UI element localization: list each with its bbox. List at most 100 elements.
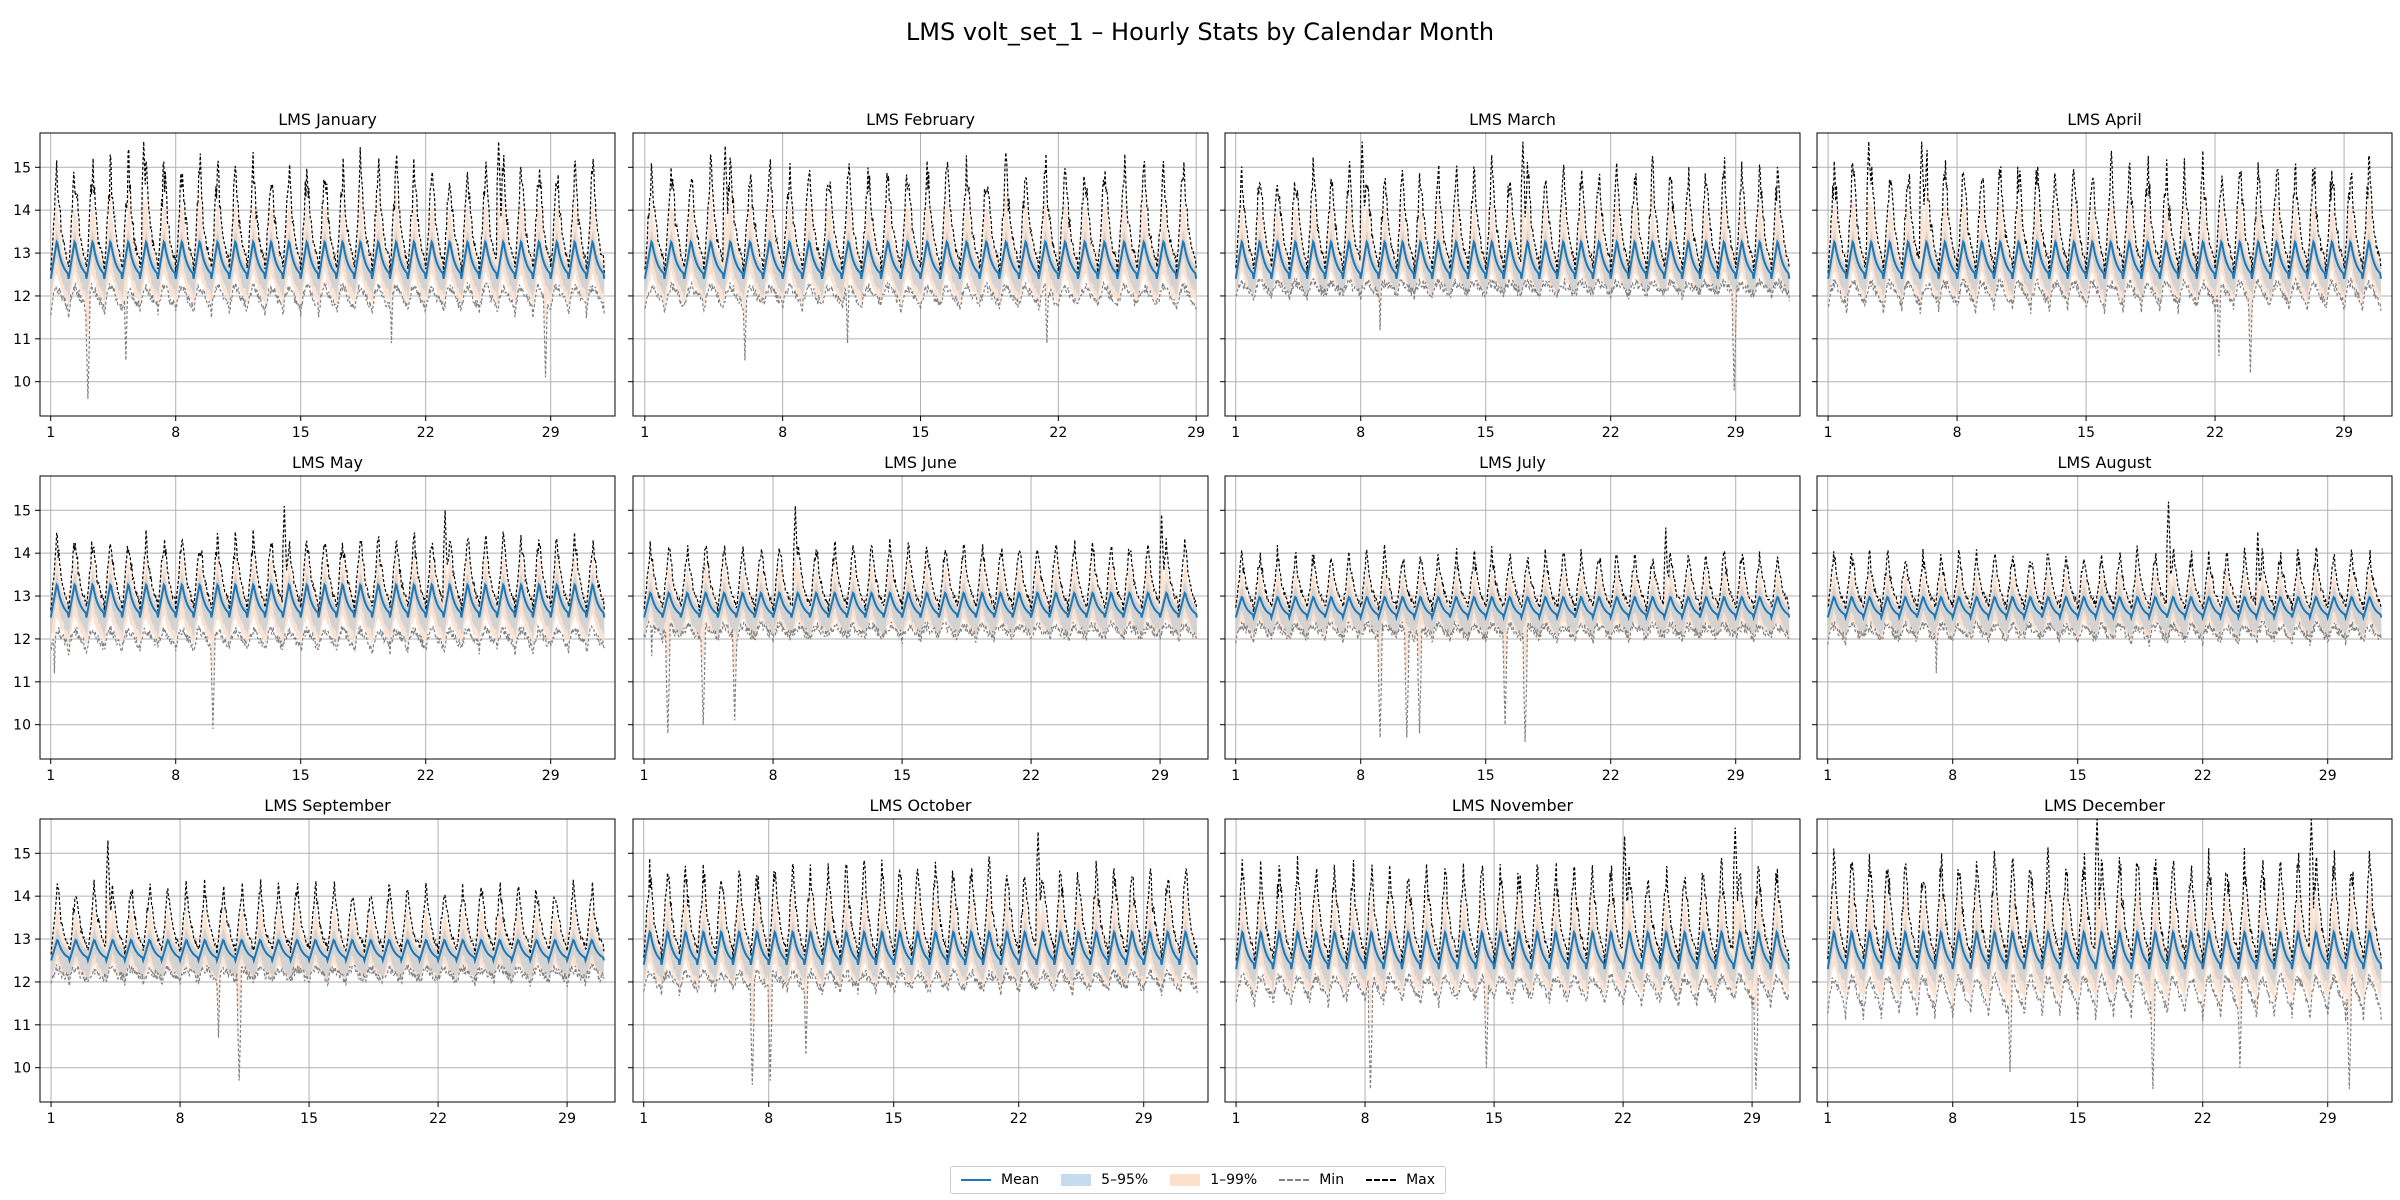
series-mean [1234,239,1791,279]
panel-series [1235,827,1790,1090]
series-min [643,618,1198,734]
legend-swatch-5-95 [1061,1174,1092,1186]
legend-swatch-min [1279,1179,1310,1181]
y-tick-label: 15 [13,160,31,176]
panel-title: LMS April [2067,110,2142,129]
x-tick-label: 29 [1151,768,1169,784]
x-tick-label: 29 [1727,768,1745,784]
x-tick-label: 22 [417,425,435,441]
series-min [643,966,1198,1085]
panel-title: LMS December [2044,796,2165,815]
panel-lms-december: LMS December 1 8 15 22 29 [1812,796,2393,1127]
series-max [644,145,1197,274]
band-5-95 [644,581,1197,640]
band-1-99 [643,888,1198,1033]
x-tick-label: 8 [764,1111,773,1127]
series-min [1827,619,2382,674]
x-tick-label: 15 [893,768,911,784]
series-mean [49,239,606,279]
x-tick-label: 22 [417,768,435,784]
panel-lms-july: LMS July 1 8 15 22 29 [1220,453,1801,784]
x-tick-label: 8 [1361,1111,1370,1127]
panel-title: LMS June [884,453,957,472]
series-min [1235,275,1790,391]
series-max [1827,501,2382,613]
y-tick-label: 10 [13,718,31,734]
y-tick-label: 10 [13,375,31,391]
x-tick-label: 29 [542,425,560,441]
x-tick-label: 15 [292,425,310,441]
panel-frame [632,475,1209,760]
series-mean [643,239,1198,279]
panel-lms-june: LMS June 1 8 15 22 29 [628,453,1209,784]
legend-swatch-mean [961,1179,991,1181]
panel-series [1827,141,2382,374]
x-tick-label: 29 [542,768,560,784]
panel-frame [632,818,1209,1103]
series-min [1827,276,2382,374]
panel-lms-may: LMS May 1 8 15 22 29 10 11 12 13 14 15 [13,453,616,784]
panel-title: LMS March [1469,110,1556,129]
y-tick-label: 12 [13,632,31,648]
x-tick-label: 1 [1823,1111,1832,1127]
legend-label-1-99: 1–99% [1210,1172,1258,1188]
x-tick-label: 15 [2069,768,2087,784]
legend-label-5-95: 5–95% [1101,1172,1149,1188]
y-tick-label: 12 [13,975,31,991]
panel-frame [39,475,616,760]
series-mean [1235,929,1790,970]
x-tick-label: 8 [1356,425,1365,441]
y-tick-label: 14 [13,546,31,562]
panel-lms-march: LMS March 1 8 15 22 29 [1220,110,1801,441]
x-tick-label: 8 [778,425,787,441]
legend-entry-max: Max [1366,1172,1435,1188]
panel-title: LMS October [870,796,972,815]
x-tick-label: 1 [46,768,55,784]
x-tick-label: 29 [558,1111,576,1127]
band-1-99 [1828,190,2381,335]
band-5-95 [644,230,1197,301]
panel-series [642,831,1199,1085]
legend-entry-min: Min [1279,1172,1344,1188]
panel-lms-november: LMS November 1 8 15 22 29 [1220,796,1801,1127]
panel-series [49,505,606,730]
band-5-95 [1236,921,1789,991]
series-mean [642,929,1199,965]
y-tick-label: 15 [13,846,31,862]
legend-entry-1-99: 1–99% [1170,1172,1257,1188]
x-tick-label: 22 [429,1111,447,1127]
x-tick-label: 1 [1232,1111,1241,1127]
band-1-99 [1236,888,1789,1028]
panel-title: LMS July [1479,453,1546,472]
legend-entry-mean: Mean [961,1172,1039,1188]
x-tick-label: 8 [176,1111,185,1127]
x-tick-label: 8 [1356,768,1365,784]
panel-lms-january: LMS January 1 8 15 22 29 10 11 12 13 14 15 [13,110,616,441]
x-tick-label: 22 [1010,1111,1028,1127]
panel-title: LMS November [1452,796,1574,815]
panel-lms-september: LMS September 1 8 15 22 29 10 11 12 13 14 15 [13,796,616,1127]
panel-series [49,141,606,399]
series-min [1827,971,2382,1090]
y-tick-label: 15 [13,503,31,519]
y-tick-label: 11 [13,1018,31,1034]
chart-legend: Mean 5–95% 1–99% Min Max [950,1166,1447,1194]
series-mean [1826,595,2383,622]
x-tick-label: 15 [2069,1111,2087,1127]
panel-title: LMS May [292,453,363,472]
y-tick-label: 14 [13,889,31,905]
series-max [1235,141,1790,274]
y-tick-label: 13 [13,932,31,948]
x-tick-label: 22 [1602,425,1620,441]
band-5-95 [1828,230,2381,301]
panel-series [50,840,605,1081]
series-max [50,505,605,612]
panel-lms-august: LMS August 1 8 15 22 29 [1812,453,2393,784]
x-tick-label: 15 [300,1111,318,1127]
series-mean [50,938,605,965]
x-tick-label: 8 [171,768,180,784]
x-tick-label: 15 [1477,768,1495,784]
x-tick-label: 15 [1485,1111,1503,1127]
y-tick-label: 12 [13,289,31,305]
series-min [1235,619,1790,742]
